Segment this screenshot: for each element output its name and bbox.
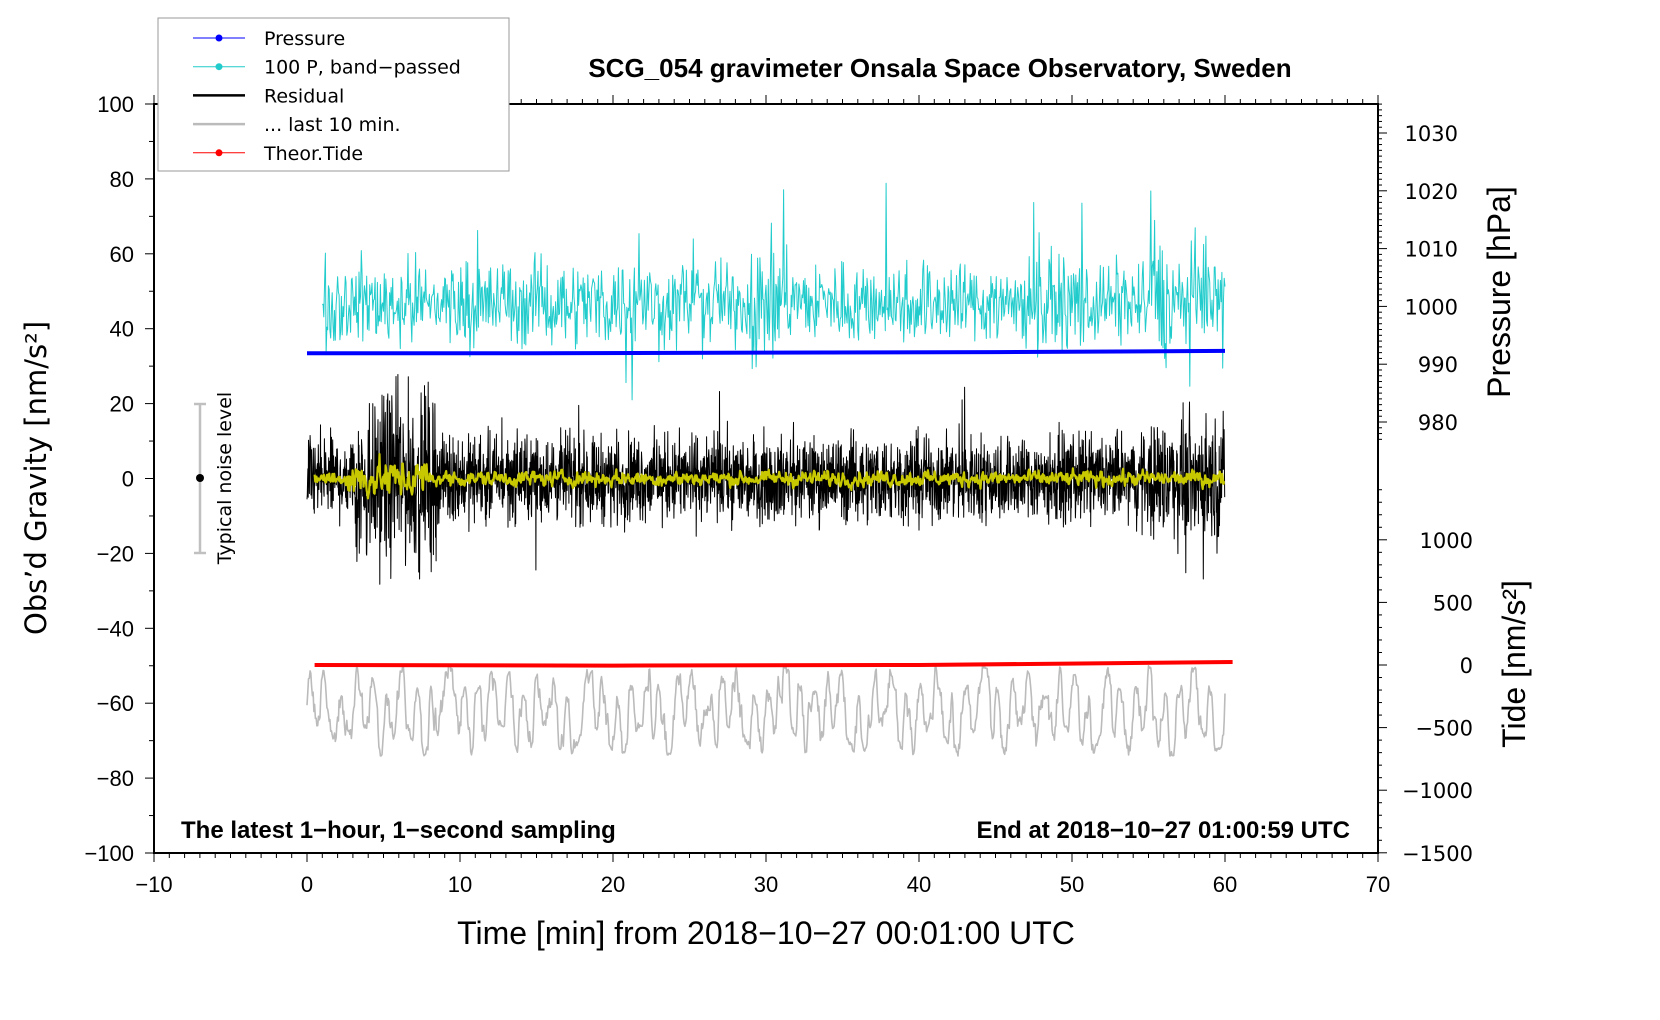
- x-tick-label: 50: [1060, 872, 1084, 897]
- tide-tick-label: 1000: [1420, 529, 1473, 553]
- y-axis-label-tide: Tide [nm/s²]: [1496, 580, 1532, 748]
- legend-label: Theor.Tide: [263, 143, 363, 165]
- y-tick-label: 20: [110, 392, 134, 417]
- pressure-tick-label: 1010: [1405, 238, 1458, 262]
- tide-tick-label: −500: [1415, 717, 1473, 741]
- noise-level-label: Typical noise level: [214, 392, 236, 565]
- series-last-10-min: [306, 664, 1226, 757]
- x-tick-label: 0: [301, 872, 313, 897]
- y-tick-label: −80: [97, 766, 134, 791]
- annotation-left: The latest 1−hour, 1−second sampling: [181, 817, 616, 844]
- y-tick-label: −100: [84, 841, 134, 866]
- series-theor-tide: [314, 660, 1233, 668]
- x-axis-label: Time [min] from 2018−10−27 00:01:00 UTC: [457, 915, 1075, 951]
- y-tick-label: −40: [97, 616, 134, 641]
- y-tick-label: 60: [110, 242, 134, 267]
- tide-tick-label: −1500: [1402, 842, 1473, 866]
- legend-label: Pressure: [264, 28, 345, 50]
- tide-tick-label: 500: [1433, 591, 1473, 615]
- x-tick-label: 30: [754, 872, 778, 897]
- x-tick-label: −10: [135, 872, 172, 897]
- pressure-tick-label: 1000: [1405, 295, 1458, 319]
- series-residual: [306, 374, 1226, 585]
- legend-marker: [215, 34, 223, 42]
- y-axis-label-pressure: Pressure [hPa]: [1481, 186, 1517, 398]
- chart-title: SCG_054 gravimeter Onsala Space Observat…: [588, 53, 1291, 83]
- pressure-tick-label: 1030: [1405, 122, 1458, 146]
- legend-label: Residual: [264, 85, 344, 107]
- pressure-tick-label: 1020: [1405, 180, 1458, 204]
- legend-marker: [215, 63, 223, 71]
- legend-label: ... last 10 min.: [264, 114, 401, 136]
- series-pressure: [307, 348, 1226, 356]
- legend: Pressure 100 P, band−passed Residual ... la…: [157, 17, 510, 172]
- noise-level-indicator: Typical noise level: [194, 392, 236, 565]
- x-tick-label: 40: [907, 872, 931, 897]
- tide-tick-label: −1000: [1402, 779, 1473, 803]
- legend-label: 100 P, band−passed: [264, 57, 461, 79]
- pressure-tick-label: 980: [1418, 411, 1458, 435]
- x-tick-label: 20: [601, 872, 625, 897]
- y-tick-label: 80: [110, 167, 134, 192]
- x-tick-label: 70: [1366, 872, 1390, 897]
- series-band-passed-pressure: [322, 182, 1226, 401]
- series-layer: [306, 182, 1233, 757]
- y-tick-label: −20: [97, 541, 134, 566]
- x-tick-label: 10: [448, 872, 472, 897]
- y-tick-label: −60: [97, 691, 134, 716]
- x-tick-label: 60: [1213, 872, 1237, 897]
- pressure-tick-label: 990: [1418, 353, 1458, 377]
- y-tick-label: 0: [122, 467, 134, 492]
- series-residual-smoothed: [313, 453, 1226, 500]
- axes-layer: −10 0 10 20 30 40 50 60 70100806040200−20−40−60−…: [84, 92, 1473, 897]
- legend-marker: [215, 149, 223, 157]
- y-tick-label: 40: [110, 317, 134, 342]
- annotation-right: End at 2018−10−27 01:00:59 UTC: [976, 817, 1350, 844]
- y-tick-label: 100: [97, 92, 134, 117]
- y-axis-label-left: Obs’d Gravity [nm/s²]: [19, 321, 53, 635]
- tide-tick-label: 0: [1460, 654, 1473, 678]
